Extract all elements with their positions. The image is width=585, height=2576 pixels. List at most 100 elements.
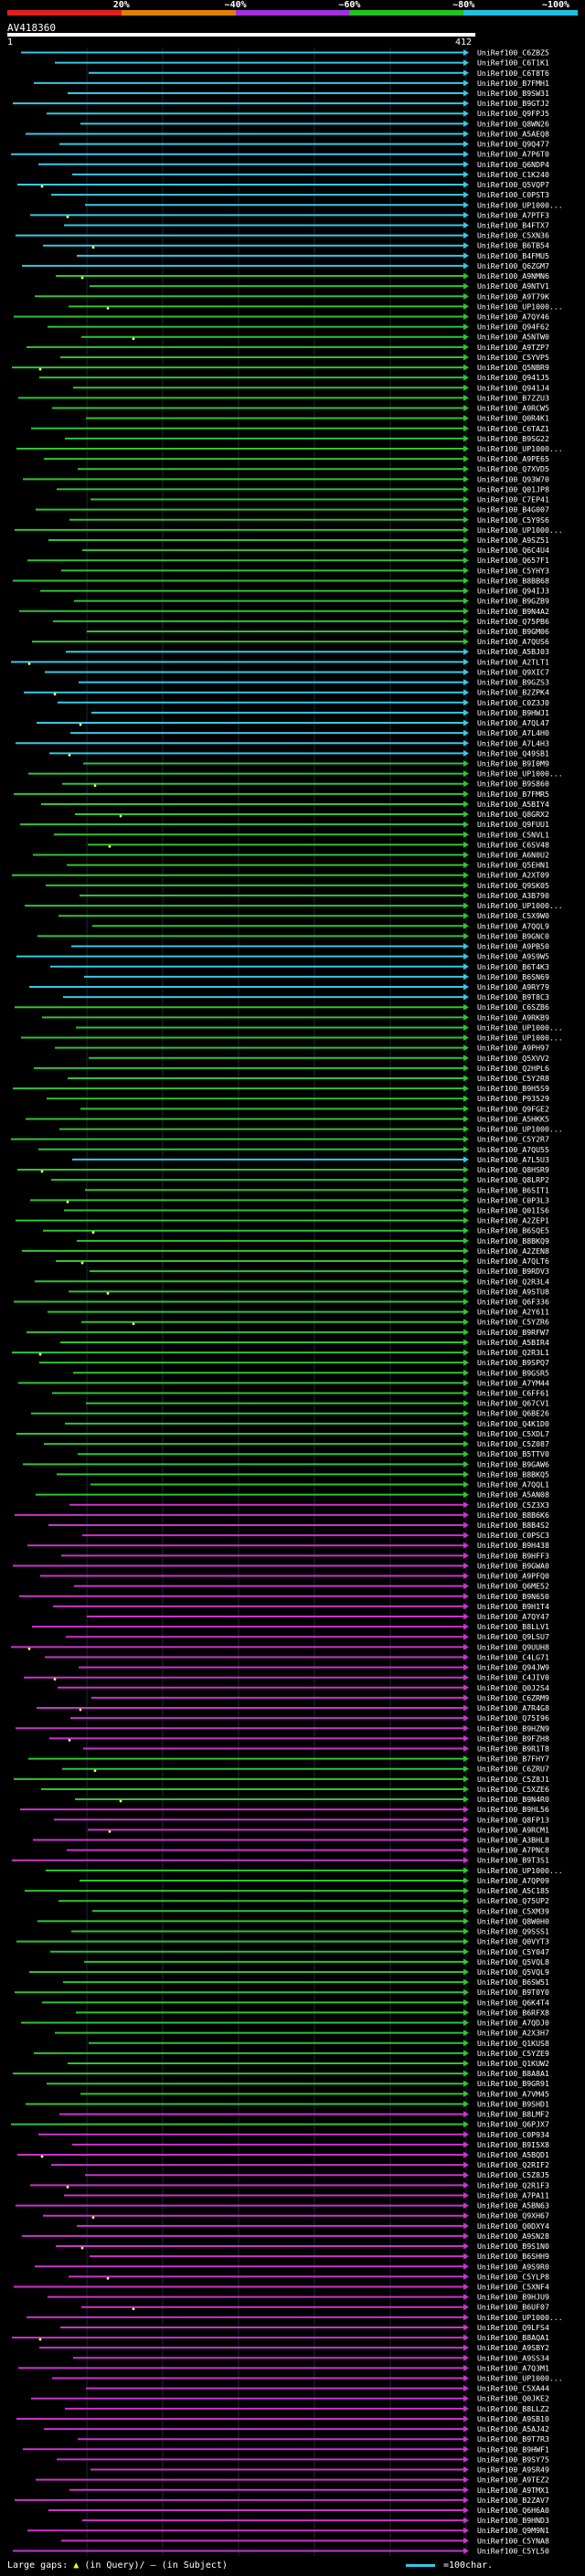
hit-label[interactable]: UniRef100_C0PSC3 <box>477 1531 549 1540</box>
hit-label[interactable]: UniRef100_B9H5S9 <box>477 1084 549 1093</box>
hit-label[interactable]: UniRef100_B9SPQ7 <box>477 1358 549 1367</box>
hit-label[interactable]: UniRef100_C6TAZ1 <box>477 424 549 433</box>
hit-label[interactable]: UniRef100_C5Y2R8 <box>477 1074 549 1083</box>
hit-label[interactable]: UniRef100_B9T0Y0 <box>477 1988 549 1997</box>
hit-label[interactable]: UniRef100_Q5VQP7 <box>477 180 549 189</box>
hit-label[interactable]: UniRef100_B2ZPK4 <box>477 688 549 697</box>
hit-label[interactable]: UniRef100_A9PE65 <box>477 454 549 463</box>
hit-label[interactable]: UniRef100_B7FMH1 <box>477 79 549 88</box>
hit-label[interactable]: UniRef100_A5AJ42 <box>477 2424 549 2433</box>
hit-label[interactable]: UniRef100_A2ZEN8 <box>477 1246 549 1256</box>
hit-label[interactable]: UniRef100_A7QUS6 <box>477 637 549 646</box>
hit-label[interactable]: UniRef100_Q9Q477 <box>477 140 549 149</box>
hit-label[interactable]: UniRef100_A9RY79 <box>477 982 549 991</box>
hit-label[interactable]: UniRef100_C5XN36 <box>477 231 549 240</box>
hit-label[interactable]: UniRef100_A5BN63 <box>477 2201 549 2210</box>
hit-label[interactable]: UniRef100_A9PH97 <box>477 1044 549 1053</box>
hit-label[interactable]: UniRef100_Q6ME52 <box>477 1582 549 1591</box>
hit-label[interactable]: UniRef100_C5YVP5 <box>477 353 549 362</box>
hit-label[interactable]: UniRef100_A9SZ51 <box>477 535 549 545</box>
hit-label[interactable]: UniRef100_A9SR49 <box>477 2465 549 2475</box>
hit-label[interactable]: UniRef100_A9PB50 <box>477 942 549 951</box>
hit-label[interactable]: UniRef100_B9H438 <box>477 1541 549 1550</box>
hit-label[interactable]: UniRef100_Q2R3L4 <box>477 1277 549 1286</box>
hit-label[interactable]: UniRef100_B4G007 <box>477 505 549 514</box>
hit-label[interactable]: UniRef100_B9HWF1 <box>477 2444 549 2454</box>
hit-label[interactable]: UniRef100_A9RKB9 <box>477 1012 549 1022</box>
hit-label[interactable]: UniRef100_Q75PB6 <box>477 617 549 626</box>
hit-label[interactable]: UniRef100_C5XZE6 <box>477 1785 549 1794</box>
hit-label[interactable]: UniRef100_B9H1T4 <box>477 1602 549 1611</box>
hit-label[interactable]: UniRef100_B9GR91 <box>477 2079 549 2088</box>
hit-label[interactable]: UniRef100_Q4K1D0 <box>477 1419 549 1428</box>
hit-label[interactable]: UniRef100_Q6PJX7 <box>477 2120 549 2129</box>
hit-label[interactable]: UniRef100_UP1000... <box>477 525 563 535</box>
hit-label[interactable]: UniRef100_C6ZRU7 <box>477 1765 549 1774</box>
hit-label[interactable]: UniRef100_B8LLV1 <box>477 1622 549 1631</box>
hit-label[interactable]: UniRef100_Q8GRX2 <box>477 810 549 819</box>
hit-label[interactable]: UniRef100_A2X3H7 <box>477 2029 549 2038</box>
hit-label[interactable]: UniRef100_A7PA11 <box>477 2190 549 2200</box>
hit-label[interactable]: UniRef100_Q5EHN1 <box>477 861 549 870</box>
hit-label[interactable]: UniRef100_A9SB10 <box>477 2414 549 2423</box>
hit-label[interactable]: UniRef100_B6UF07 <box>477 2303 549 2312</box>
hit-label[interactable]: UniRef100_UP1000... <box>477 769 563 779</box>
hit-label[interactable]: UniRef100_B9T8C3 <box>477 992 549 1002</box>
hit-label[interactable]: UniRef100_B9SG22 <box>477 434 549 443</box>
hit-label[interactable]: UniRef100_Q8WN26 <box>477 119 549 128</box>
hit-label[interactable]: UniRef100_Q6C4U4 <box>477 546 549 555</box>
hit-label[interactable]: UniRef100_B9RFW7 <box>477 1328 549 1337</box>
hit-label[interactable]: UniRef100_B9I5X8 <box>477 2140 549 2149</box>
hit-label[interactable]: UniRef100_A7PNC8 <box>477 1846 549 1855</box>
hit-label[interactable]: UniRef100_A7R4G8 <box>477 1703 549 1712</box>
hit-label[interactable]: UniRef100_A9STU8 <box>477 1287 549 1296</box>
hit-label[interactable]: UniRef100_A7QY47 <box>477 1612 549 1621</box>
hit-label[interactable]: UniRef100_C5NVL1 <box>477 830 549 839</box>
hit-label[interactable]: UniRef100_A7QQL9 <box>477 921 549 930</box>
hit-label[interactable]: UniRef100_Q2R1F3 <box>477 2180 549 2189</box>
hit-label[interactable]: UniRef100_C5Y2R7 <box>477 1135 549 1144</box>
hit-label[interactable]: UniRef100_C5Y9S6 <box>477 515 549 525</box>
hit-label[interactable]: UniRef100_C0P3L3 <box>477 1195 549 1204</box>
hit-label[interactable]: UniRef100_C5YZR6 <box>477 1318 549 1327</box>
hit-label[interactable]: UniRef100_B6SQE5 <box>477 1226 549 1235</box>
hit-label[interactable]: UniRef100_B9N4A2 <box>477 607 549 616</box>
hit-label[interactable]: UniRef100_Q9FUU1 <box>477 820 549 829</box>
hit-label[interactable]: UniRef100_B9RDV3 <box>477 1267 549 1276</box>
hit-label[interactable]: UniRef100_Q0VYT3 <box>477 1937 549 1946</box>
hit-label[interactable]: UniRef100_Q94IJ3 <box>477 587 549 596</box>
hit-label[interactable]: UniRef100_Q49SB1 <box>477 748 549 758</box>
hit-label[interactable]: UniRef100_A7YM44 <box>477 1378 549 1387</box>
hit-label[interactable]: UniRef100_UP1000... <box>477 901 563 910</box>
hit-label[interactable]: UniRef100_C5YL50 <box>477 2546 549 2555</box>
hit-label[interactable]: UniRef100_Q94F62 <box>477 323 549 332</box>
hit-label[interactable]: UniRef100_C5X9W0 <box>477 911 549 920</box>
hit-label[interactable]: UniRef100_UP1000... <box>477 2313 563 2322</box>
hit-label[interactable]: UniRef100_B9GAW6 <box>477 1459 549 1468</box>
hit-label[interactable]: UniRef100_B5TTV0 <box>477 1449 549 1458</box>
hit-label[interactable]: UniRef100_Q8LRP2 <box>477 1175 549 1184</box>
hit-label[interactable]: UniRef100_A5BIR4 <box>477 1338 549 1347</box>
hit-label[interactable]: UniRef100_B9HFF3 <box>477 1551 549 1560</box>
hit-label[interactable]: UniRef100_C6SV48 <box>477 840 549 849</box>
hit-label[interactable]: UniRef100_Q9SK05 <box>477 881 549 890</box>
hit-label[interactable]: UniRef100_Q9LFS4 <box>477 2323 549 2332</box>
hit-label[interactable]: UniRef100_B4FMU5 <box>477 251 549 260</box>
hit-label[interactable]: UniRef100_A5AN08 <box>477 1490 549 1500</box>
hit-label[interactable]: UniRef100_B8B4S2 <box>477 1521 549 1530</box>
hit-label[interactable]: UniRef100_A7QLT6 <box>477 1256 549 1266</box>
hit-label[interactable]: UniRef100_C5Y047 <box>477 1947 549 1956</box>
hit-label[interactable]: UniRef100_A3BHL8 <box>477 1836 549 1845</box>
hit-label[interactable]: UniRef100_B6TB54 <box>477 241 549 250</box>
hit-label[interactable]: UniRef100_A9NTV1 <box>477 281 549 291</box>
hit-label[interactable]: UniRef100_C5YHY3 <box>477 566 549 575</box>
hit-label[interactable]: UniRef100_Q7XVD5 <box>477 464 549 473</box>
hit-label[interactable]: UniRef100_Q5VQL9 <box>477 1967 549 1977</box>
hit-label[interactable]: UniRef100_C4JIV0 <box>477 1673 549 1682</box>
hit-label[interactable]: UniRef100_B6RFX8 <box>477 2008 549 2017</box>
hit-label[interactable]: UniRef100_A5AEQ8 <box>477 129 549 138</box>
hit-label[interactable]: UniRef100_A5HKK5 <box>477 1114 549 1123</box>
hit-label[interactable]: UniRef100_Q2R3L1 <box>477 1348 549 1357</box>
hit-label[interactable]: UniRef100_C1K240 <box>477 170 549 179</box>
hit-label[interactable]: UniRef100_UP1000... <box>477 1125 563 1134</box>
